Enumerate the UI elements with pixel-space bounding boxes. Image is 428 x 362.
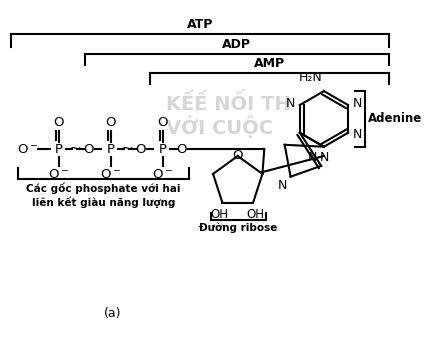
- Text: O$^-$: O$^-$: [100, 168, 121, 181]
- Text: O: O: [232, 148, 243, 161]
- Text: OH: OH: [247, 207, 265, 220]
- Text: O: O: [83, 143, 94, 156]
- Text: N: N: [353, 97, 362, 110]
- Text: O: O: [158, 116, 168, 129]
- Text: O$^-$: O$^-$: [152, 168, 173, 181]
- Text: O: O: [106, 116, 116, 129]
- Text: H₂N: H₂N: [298, 71, 322, 84]
- Text: Adenine: Adenine: [369, 112, 423, 125]
- Text: VỚI CUỘC: VỚI CUỘC: [166, 115, 273, 138]
- Text: Đường ribose: Đường ribose: [199, 222, 278, 233]
- Text: O$^-$: O$^-$: [17, 143, 38, 156]
- Text: N: N: [308, 151, 318, 164]
- Text: KẾẾ NỐI TH: KẾẾ NỐI TH: [166, 93, 291, 114]
- Text: OH: OH: [211, 207, 229, 220]
- Text: ~: ~: [120, 141, 133, 156]
- Text: O$^-$: O$^-$: [48, 168, 69, 181]
- Text: P: P: [107, 143, 115, 156]
- Text: P: P: [159, 143, 166, 156]
- Text: O: O: [54, 116, 64, 129]
- Text: ~: ~: [68, 141, 81, 156]
- Text: N: N: [320, 151, 330, 164]
- Text: AMP: AMP: [254, 57, 285, 70]
- Text: ADP: ADP: [222, 38, 251, 51]
- Text: O: O: [176, 143, 187, 156]
- Text: ATP: ATP: [187, 18, 213, 31]
- Text: Các gốc phosphate với hai
liên kết giàu năng lượng: Các gốc phosphate với hai liên kết giàu …: [26, 183, 181, 208]
- Text: N: N: [286, 97, 295, 110]
- Text: P: P: [55, 143, 63, 156]
- Text: N: N: [353, 128, 362, 141]
- Text: (a): (a): [104, 307, 122, 320]
- Text: N: N: [277, 180, 287, 193]
- Text: O: O: [135, 143, 146, 156]
